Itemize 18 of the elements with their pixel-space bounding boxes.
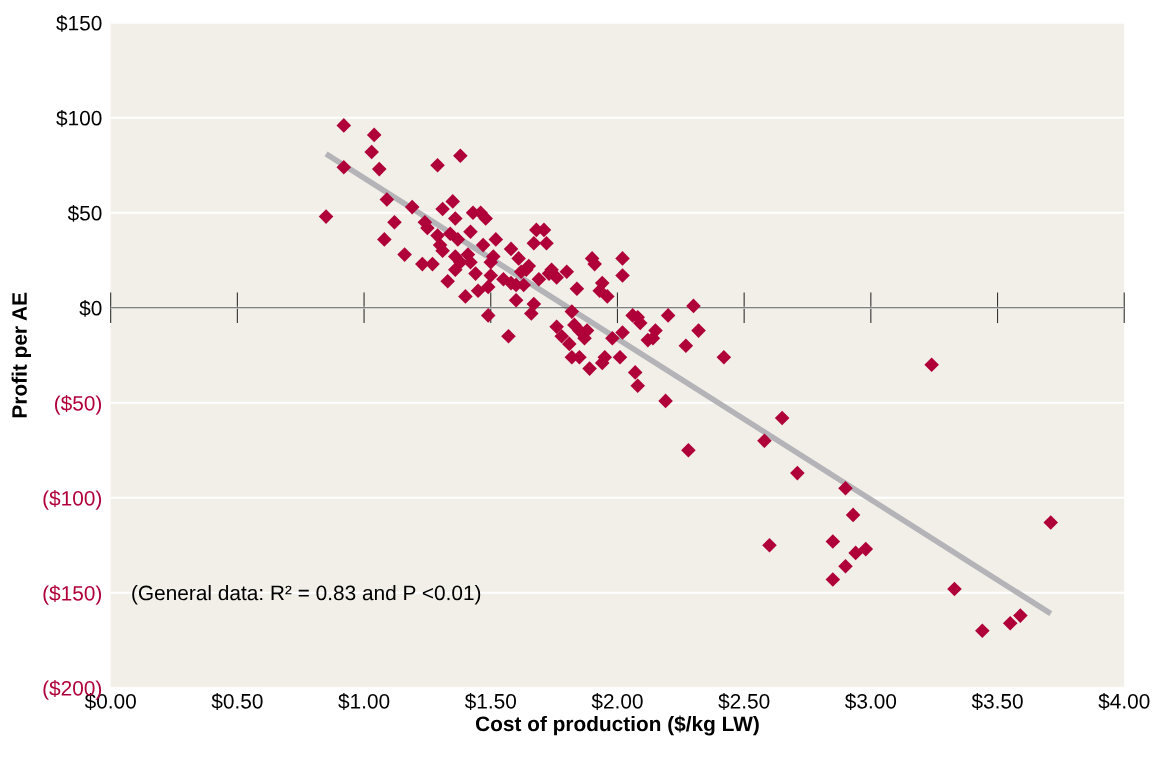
- x-tick-label: $4.00: [1098, 693, 1150, 710]
- y-tick-label: ($50): [55, 395, 102, 415]
- x-tick-label: $3.50: [971, 693, 1023, 710]
- y-axis-title: Profit per AE: [11, 292, 32, 418]
- y-tick-label: ($100): [43, 490, 102, 510]
- x-tick-label: $0.50: [211, 693, 263, 710]
- y-tick-label: $100: [56, 109, 102, 127]
- y-tick-label: $50: [67, 204, 102, 222]
- x-tick-label: $1.50: [464, 693, 517, 710]
- y-tick-label: $150: [56, 14, 102, 32]
- x-tick-label: $1.00: [338, 693, 390, 710]
- x-tick-label: $2.50: [718, 693, 770, 710]
- x-axis-title: Cost of production ($/kg LW): [475, 715, 759, 736]
- x-tick-label: $3.00: [845, 693, 897, 710]
- x-tick-label: $2.00: [591, 693, 643, 710]
- y-tick-label: ($150): [43, 585, 102, 605]
- annotation: (General data: R² = 0.83 and P <0.01): [132, 584, 481, 605]
- y-tick-label: $0: [79, 299, 102, 317]
